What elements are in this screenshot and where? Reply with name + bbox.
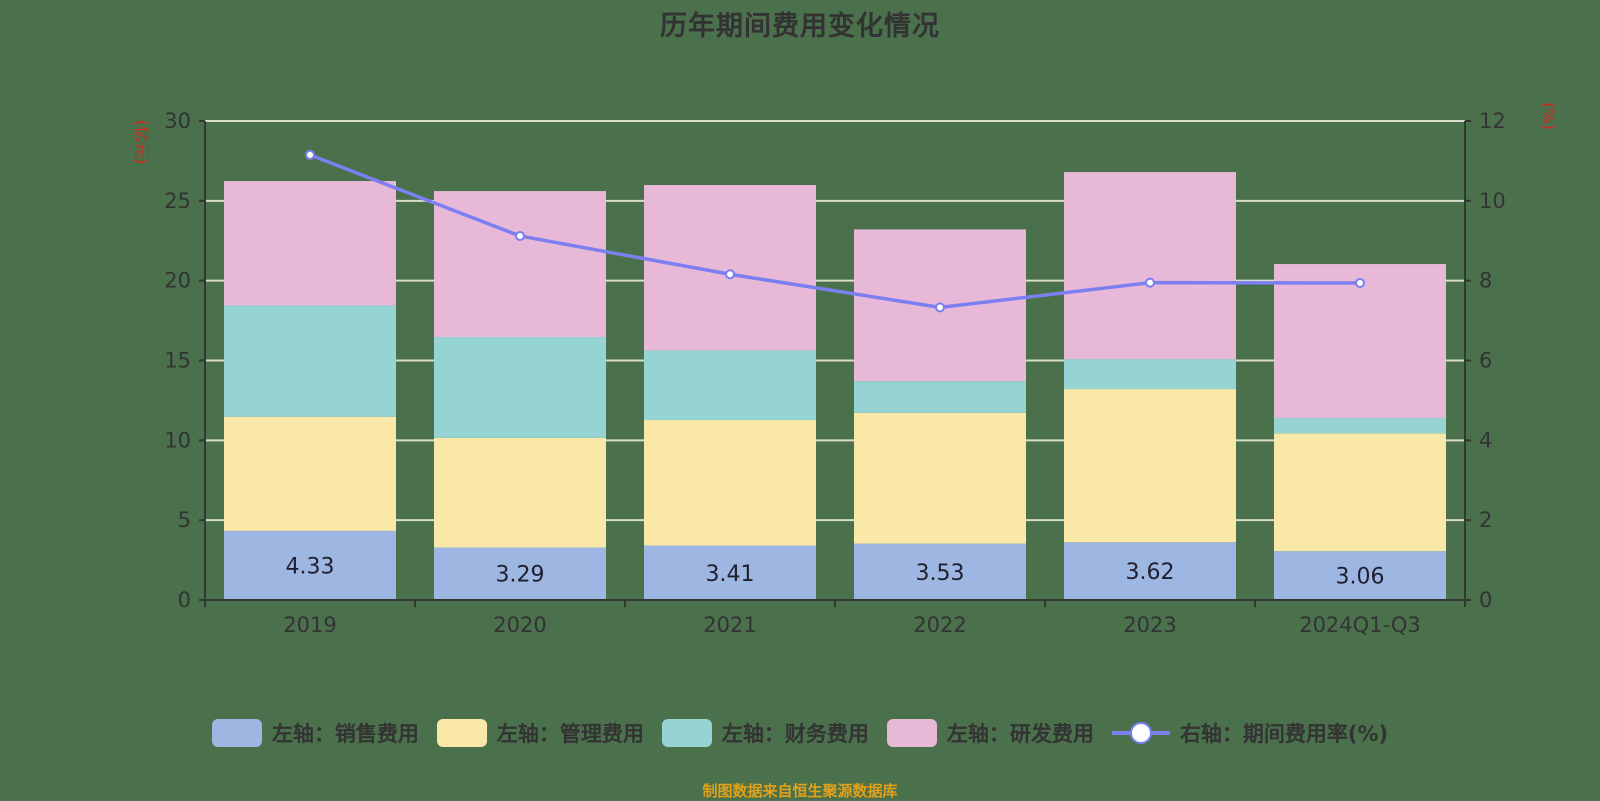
legend-item-rnd[interactable]: 左轴：研发费用 — [886, 718, 1094, 748]
x-axis-label: 2024Q1-Q3 — [1299, 613, 1421, 637]
left-axis-tick: 30 — [164, 109, 191, 133]
legend-label: 左轴：财务费用 — [721, 722, 869, 746]
x-axis-label: 2020 — [493, 613, 546, 637]
legend-label: 左轴：研发费用 — [946, 722, 1094, 746]
chart-legend: 左轴：销售费用 左轴：管理费用 左轴：财务费用 左轴：研发费用 右轴：期间费用率… — [0, 718, 1600, 748]
legend-item-management[interactable]: 左轴：管理费用 — [436, 718, 644, 748]
bar-value-label: 3.29 — [496, 563, 545, 588]
right-axis-tick: 2 — [1479, 508, 1492, 532]
right-axis-tick: 8 — [1479, 269, 1492, 293]
right-axis-tick: 6 — [1479, 349, 1492, 373]
x-axis-label: 2021 — [703, 613, 756, 637]
left-axis-tick: 10 — [164, 428, 191, 452]
legend-label: 左轴：管理费用 — [496, 722, 644, 746]
legend-item-rate[interactable]: 右轴：期间费用率(%) — [1111, 718, 1389, 748]
bar-segment — [644, 420, 816, 546]
rate-point-marker — [515, 230, 525, 241]
bar-segment — [644, 185, 816, 351]
bar-segment — [854, 381, 1026, 413]
bar-value-label: 3.41 — [706, 562, 755, 587]
legend-label: 右轴：期间费用率(%) — [1179, 722, 1389, 746]
bar-segment — [1064, 172, 1236, 360]
left-axis-tick: 0 — [178, 588, 191, 612]
chart-plot-area: 0 5 10 15 20 25 30 0 2 4 6 8 10 12 (亿元) (%) 4.33 2019 3.29… — [132, 102, 1558, 637]
bar-value-label: 3.62 — [1126, 560, 1175, 585]
bar-segment — [854, 412, 1026, 544]
bar-segment — [224, 416, 396, 531]
bar-segment — [1064, 389, 1236, 543]
x-axis-label: 2022 — [913, 613, 966, 637]
right-axis-tick: 12 — [1479, 109, 1506, 133]
bar-segment — [1274, 551, 1446, 600]
rnd-swatch-icon — [886, 719, 937, 747]
bar-value-label: 4.33 — [286, 554, 335, 579]
right-axis-tick: 10 — [1479, 189, 1506, 213]
rate-point-marker — [1145, 277, 1155, 288]
left-axis-unit: (亿元) — [132, 120, 151, 165]
chart-title: 历年期间费用变化情况 — [660, 11, 940, 42]
left-axis-tick: 5 — [178, 508, 191, 532]
legend-item-finance[interactable]: 左轴：财务费用 — [661, 718, 869, 748]
rate-point-marker — [935, 302, 945, 313]
bar-segment — [434, 547, 606, 600]
bar-segment — [1274, 433, 1446, 552]
bar-value-label: 3.53 — [916, 561, 965, 586]
finance-swatch-icon — [661, 719, 712, 747]
legend-label: 左轴：销售费用 — [271, 722, 419, 746]
right-axis-tick: 4 — [1479, 428, 1492, 452]
bar-segment — [854, 543, 1026, 600]
rate-point-marker — [305, 149, 315, 160]
left-axis-tick: 25 — [164, 189, 191, 213]
bar-segment — [1064, 542, 1236, 600]
bar-segment — [434, 437, 606, 548]
right-axis-tick: 0 — [1479, 588, 1492, 612]
rate-point-marker — [1355, 278, 1365, 289]
left-axis-tick: 15 — [164, 349, 191, 373]
bar-segment — [224, 305, 396, 417]
bar-segment — [224, 181, 396, 306]
bar-value-label: 3.06 — [1336, 565, 1385, 590]
bar-segment — [1274, 417, 1446, 434]
bar-segment — [644, 545, 816, 600]
line-marker-icon — [1111, 719, 1170, 747]
sales-swatch-icon — [211, 719, 262, 747]
bar-segment — [644, 350, 816, 421]
bar-segment — [1274, 264, 1446, 418]
rate-point-marker — [725, 269, 735, 280]
source-footer: 制图数据来自恒生聚源数据库 — [702, 782, 898, 800]
legend-item-sales[interactable]: 左轴：销售费用 — [211, 718, 419, 748]
bar-segment — [1064, 359, 1236, 390]
x-axis-label: 2023 — [1123, 613, 1176, 637]
bar-segment — [434, 337, 606, 438]
x-axis-label: 2019 — [283, 613, 336, 637]
left-axis-tick: 20 — [164, 269, 191, 293]
right-axis-unit: (%) — [1539, 102, 1558, 130]
rate-line — [309, 153, 1361, 310]
bar-segment — [224, 530, 396, 600]
management-swatch-icon — [436, 719, 487, 747]
